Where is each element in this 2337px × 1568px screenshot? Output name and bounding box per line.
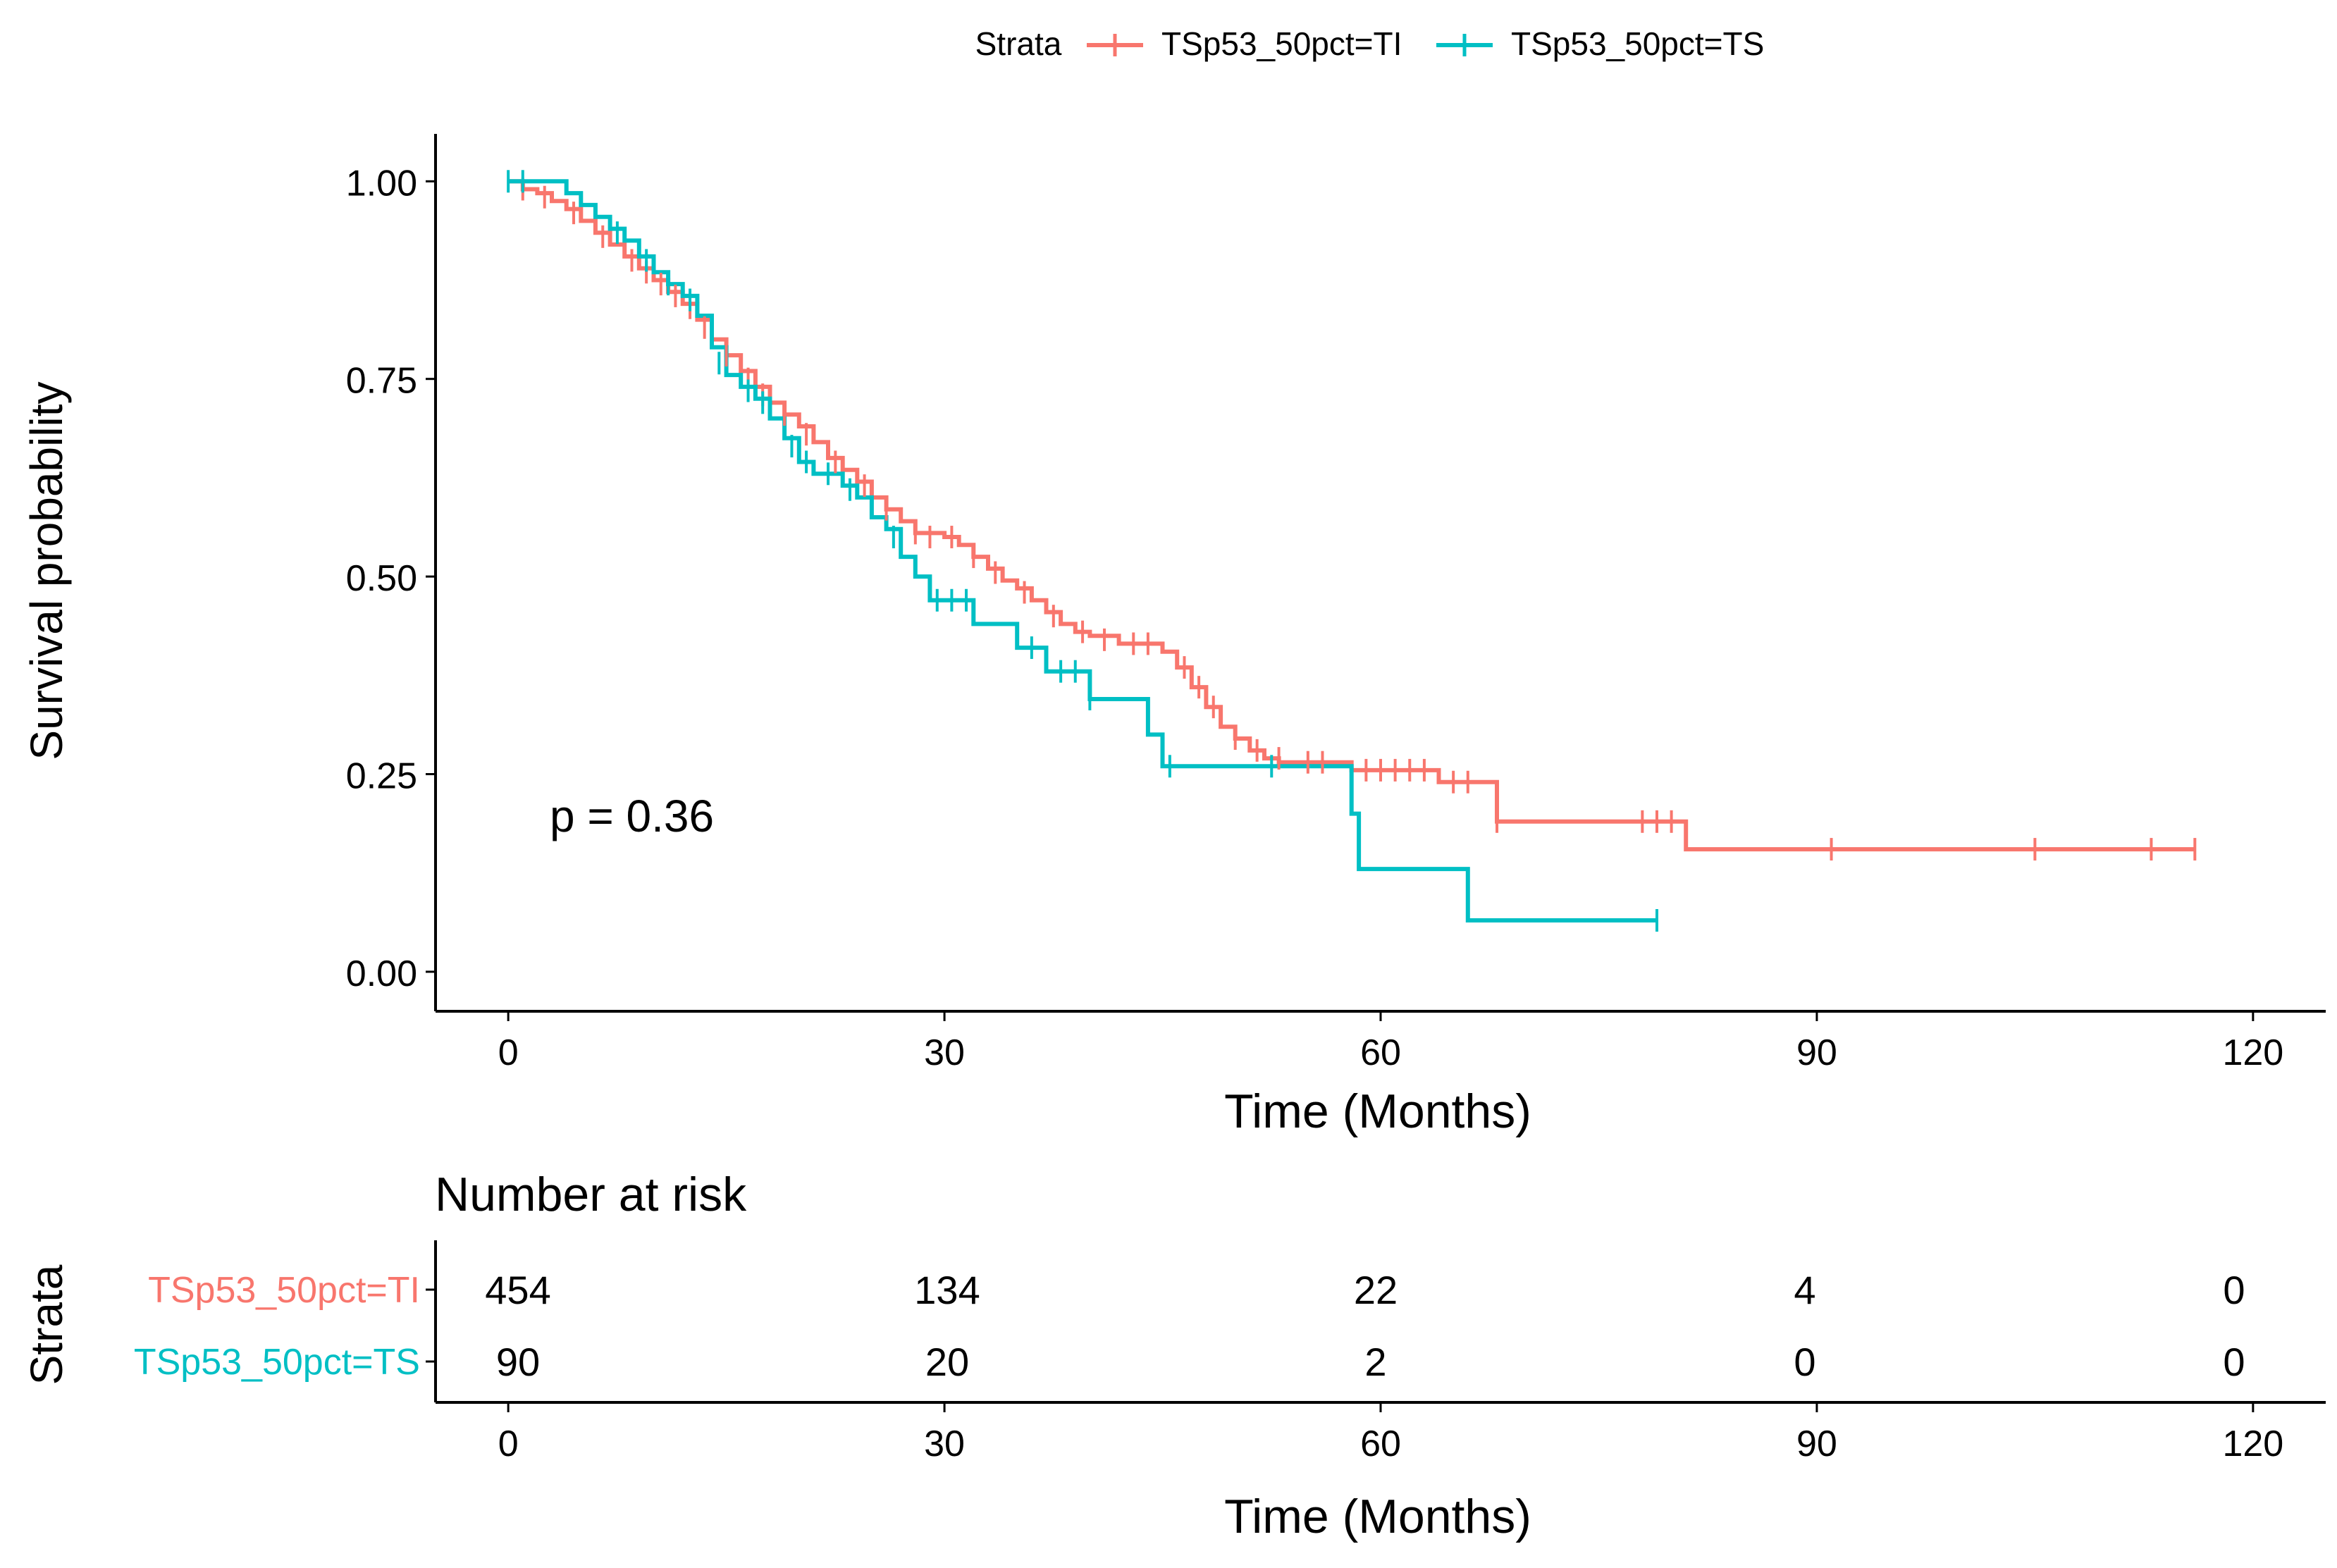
- risk-y-axis-title: Strata: [21, 1264, 72, 1385]
- p-value-annotation: p = 0.36: [550, 791, 714, 841]
- survival-curves: [508, 179, 2195, 922]
- risk-table-title: Number at risk: [435, 1168, 747, 1221]
- legend-label-ti: TSp53_50pct=TI: [1161, 25, 1402, 62]
- risk-count: 22: [1354, 1268, 1398, 1312]
- legend-title: Strata: [975, 25, 1062, 62]
- risk-table-panel: Number at risk TSp53_50pct=TI TSp53_50pc…: [21, 1168, 2326, 1543]
- x-tick-label: 90: [1796, 1032, 1837, 1073]
- risk-count: 20: [925, 1340, 969, 1384]
- x-tick-label: 0: [498, 1032, 519, 1073]
- x-tick-label: 60: [1360, 1032, 1401, 1073]
- risk-counts-ti: 454 134 22 4 0: [485, 1268, 2245, 1312]
- risk-count: 2: [1364, 1340, 1386, 1384]
- risk-x-tick-label: 120: [2222, 1424, 2283, 1464]
- risk-count: 90: [496, 1340, 540, 1384]
- y-tick-label: 0.25: [346, 756, 417, 797]
- legend: Strata TSp53_50pct=TI TSp53_50pct=TS: [975, 25, 1765, 62]
- risk-x-tick-label: 90: [1796, 1424, 1837, 1464]
- y-axis-title: Survival probability: [21, 381, 72, 760]
- y-tick-label: 0.00: [346, 953, 417, 994]
- legend-label-ts: TSp53_50pct=TS: [1511, 25, 1764, 62]
- x-axis-title: Time (Months): [1224, 1085, 1531, 1138]
- survival-curve-ti: [508, 179, 2195, 852]
- risk-count: 4: [1794, 1268, 1815, 1312]
- risk-x-tick-label: 30: [924, 1424, 965, 1464]
- survival-plot-panel: 0.00 0.25 0.50 0.75 1.00 0 30 60 90 120 p = 0.36…: [21, 134, 2326, 1138]
- x-tick-label: 120: [2222, 1032, 2283, 1073]
- x-axis: 0 30 60 90 120: [498, 1011, 2283, 1073]
- risk-x-axis-title: Time (Months): [1224, 1490, 1531, 1543]
- legend-key-ti: TSp53_50pct=TI: [1087, 25, 1402, 62]
- risk-x-axis: 0 30 60 90 120: [498, 1402, 2283, 1464]
- risk-count: 134: [914, 1268, 980, 1312]
- risk-x-tick-label: 60: [1360, 1424, 1401, 1464]
- y-tick-label: 1.00: [346, 163, 417, 204]
- risk-x-tick-label: 0: [498, 1424, 519, 1464]
- y-axis: 0.00 0.25 0.50 0.75 1.00: [346, 163, 436, 994]
- risk-count: 0: [2223, 1340, 2245, 1384]
- x-tick-label: 30: [924, 1032, 965, 1073]
- y-tick-label: 0.50: [346, 558, 417, 599]
- risk-count: 454: [485, 1268, 550, 1312]
- risk-count: 0: [2223, 1268, 2245, 1312]
- censor-marks: [507, 170, 2197, 932]
- risk-counts-ts: 90 20 2 0 0: [496, 1340, 2245, 1384]
- y-tick-label: 0.75: [346, 361, 417, 402]
- risk-count: 0: [1794, 1340, 1815, 1384]
- risk-row-label-ti: TSp53_50pct=TI: [148, 1270, 420, 1311]
- risk-row-label-ts: TSp53_50pct=TS: [134, 1342, 420, 1383]
- legend-key-ts: TSp53_50pct=TS: [1436, 25, 1764, 62]
